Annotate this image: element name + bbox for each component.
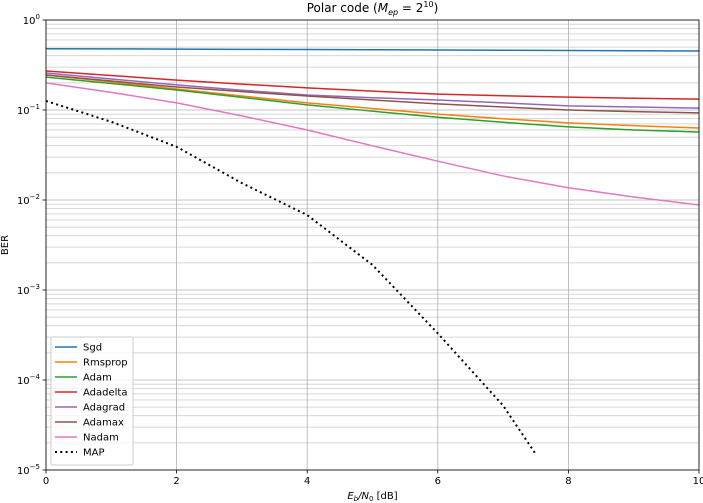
title-part: ep — [388, 8, 398, 17]
tick-exponent: −2 — [30, 193, 40, 201]
series-line — [46, 76, 699, 133]
x-tick-label: 0 — [43, 476, 49, 487]
title-part: 10 — [423, 0, 433, 9]
series-line — [46, 82, 699, 206]
legend-label: Nadam — [83, 433, 119, 444]
series-line — [46, 70, 699, 100]
title-part: ) — [434, 1, 439, 15]
legend-label: Adam — [83, 373, 112, 384]
y-tick-label: 10−3 — [17, 283, 40, 297]
chart-title: Polar code (Mep = 210) — [307, 0, 439, 17]
tick-base: 10 — [17, 106, 30, 117]
title-part: = 2 — [398, 1, 423, 15]
tick-exponent: −3 — [30, 283, 40, 291]
series-line — [46, 74, 699, 129]
xlabel-part: 0 — [369, 495, 373, 503]
y-tick-label: 10−2 — [17, 193, 40, 207]
y-tick-label: 10−1 — [17, 103, 40, 117]
xlabel-part: /N — [357, 491, 369, 502]
legend-label: Adadelta — [83, 388, 127, 399]
x-tick-label: 10 — [693, 476, 703, 487]
series-line — [46, 100, 537, 455]
series-line — [46, 74, 699, 114]
legend-label: Adamax — [83, 418, 124, 429]
legend-box — [50, 336, 134, 466]
x-tick-label: 4 — [304, 476, 310, 487]
y-tick-label: 100 — [23, 13, 40, 27]
tick-base: 10 — [17, 196, 30, 207]
y-axis-label: BER — [0, 235, 11, 255]
tick-exponent: 0 — [36, 13, 40, 21]
legend-label: Adagrad — [83, 403, 125, 414]
tick-base: 10 — [17, 286, 30, 297]
tick-base: 10 — [17, 466, 30, 477]
xlabel-part: b — [354, 495, 359, 503]
x-axis-label: Eb/N0 [dB] — [347, 491, 397, 503]
tick-base: 10 — [17, 376, 30, 387]
tick-exponent: −1 — [30, 103, 40, 111]
tick-exponent: −4 — [30, 373, 41, 381]
x-tick-label: 8 — [565, 476, 571, 487]
tick-exponent: −5 — [30, 463, 40, 471]
y-tick-label: 10−4 — [17, 373, 41, 387]
title-part: M — [378, 1, 389, 15]
plot-frame — [45, 19, 700, 471]
series-line — [46, 47, 699, 52]
x-tick-label: 6 — [435, 476, 441, 487]
xlabel-part: [dB] — [373, 491, 397, 502]
xlabel-part: E — [347, 491, 354, 502]
legend-label: Sgd — [83, 343, 102, 354]
y-tick-label: 10−5 — [17, 463, 40, 477]
title-part: Polar code ( — [307, 1, 378, 15]
x-tick-label: 2 — [173, 476, 179, 487]
tick-base: 10 — [23, 16, 36, 27]
series-line — [46, 72, 699, 109]
legend-label: MAP — [83, 448, 105, 459]
legend-label: Rmsprop — [83, 358, 128, 369]
